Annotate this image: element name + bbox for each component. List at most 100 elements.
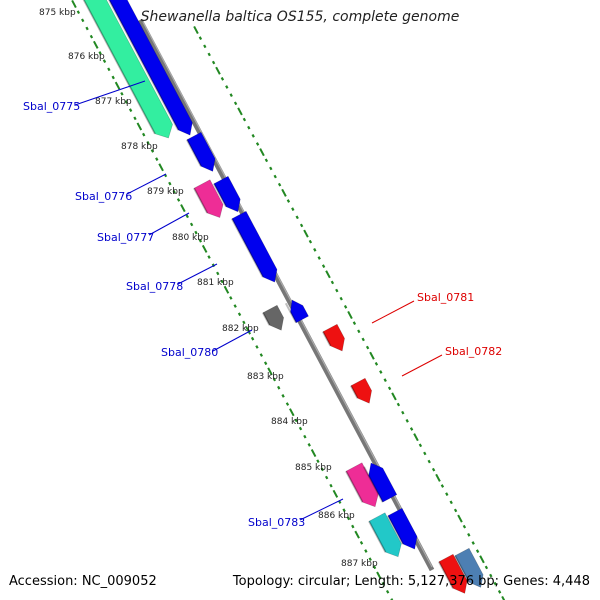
tick-mark bbox=[374, 362, 379, 366]
tick-mark bbox=[352, 321, 357, 325]
tick-mark bbox=[285, 402, 290, 406]
cds-sbal-0777-pink[interactable] bbox=[193, 179, 224, 218]
tick-mark bbox=[457, 514, 463, 523]
kbp-label: 876 kbp bbox=[68, 52, 105, 62]
tick-mark bbox=[493, 581, 497, 586]
cds-sbal-0783-shade bbox=[363, 466, 384, 503]
cds-sbal-0784-shade bbox=[387, 515, 404, 545]
cds-sbal-0783-pink-shade bbox=[345, 470, 364, 503]
tick-mark bbox=[269, 166, 273, 171]
tick-mark bbox=[180, 204, 186, 213]
tick-mark bbox=[479, 555, 485, 564]
gene-label-sbal-0782[interactable]: Sbal_0782 bbox=[445, 345, 502, 358]
tick-mark bbox=[368, 557, 372, 562]
cds-sbal-0776-shade bbox=[186, 139, 202, 167]
tick-mark bbox=[354, 530, 360, 539]
cds-sbal-0780-gray-shade bbox=[262, 312, 271, 326]
tick-mark bbox=[339, 296, 343, 301]
gene-label-sbal-0780[interactable]: Sbal_0780 bbox=[161, 346, 218, 359]
tick-mark bbox=[120, 91, 124, 96]
tick-mark bbox=[453, 508, 458, 513]
cds-sbal-0778[interactable] bbox=[231, 210, 278, 283]
topology-text: Topology: circular; Length: 5,127,376 bp… bbox=[232, 574, 590, 589]
tick-mark bbox=[484, 565, 489, 570]
cds-sbal-0776[interactable] bbox=[186, 131, 216, 172]
tick-mark bbox=[281, 394, 285, 398]
cds-sbal-0785[interactable] bbox=[438, 553, 468, 594]
tick-mark bbox=[114, 81, 121, 90]
tick-mark bbox=[198, 238, 203, 243]
tick-mark bbox=[277, 182, 282, 187]
tick-mark bbox=[361, 337, 365, 342]
accession-text: Accession: NC_009052 bbox=[9, 574, 157, 589]
tick-mark bbox=[207, 52, 211, 57]
tick-mark bbox=[198, 36, 203, 40]
tick-mark bbox=[364, 549, 368, 553]
tick-mark bbox=[267, 367, 273, 376]
cds-sbal-0780-shade bbox=[284, 302, 298, 324]
tick-mark bbox=[255, 142, 260, 146]
cds-sbal-0783[interactable] bbox=[368, 462, 398, 503]
cds-sbal-0775-mint[interactable] bbox=[83, 0, 173, 139]
tick-mark bbox=[298, 426, 303, 431]
tick-mark bbox=[321, 264, 326, 268]
tick-mark bbox=[405, 419, 409, 423]
tick-mark bbox=[332, 489, 339, 498]
tick-mark bbox=[316, 459, 320, 464]
tick-mark bbox=[220, 77, 225, 81]
tick-mark bbox=[76, 10, 81, 15]
cds-sbal-0780-gray[interactable] bbox=[262, 304, 284, 331]
gene-label-sbal-0778[interactable]: Sbal_0778 bbox=[126, 280, 183, 293]
tick-mark bbox=[372, 565, 377, 570]
kbp-label: 882 kbp bbox=[222, 324, 259, 334]
cds-sbal-0775[interactable] bbox=[107, 0, 193, 136]
gene-label-sbal-0781[interactable]: Sbal_0781 bbox=[417, 291, 474, 304]
tick-mark bbox=[172, 189, 176, 194]
tick-mark bbox=[168, 181, 172, 186]
cds-sbal-0782[interactable] bbox=[350, 377, 372, 404]
gene-label-sbal-0783[interactable]: Sbal_0783 bbox=[248, 516, 305, 529]
cds-sbal-0784-cyan-shade bbox=[368, 520, 387, 553]
kbp-label: 887 kbp bbox=[341, 559, 378, 569]
tick-mark bbox=[379, 370, 383, 374]
cds-sbal-0786[interactable] bbox=[454, 547, 484, 588]
kbp-label: 884 kbp bbox=[271, 417, 308, 427]
gene-label-sbal-0777[interactable]: Sbal_0777 bbox=[97, 231, 154, 244]
tick-mark bbox=[423, 451, 427, 456]
cds-sbal-0780[interactable] bbox=[290, 299, 309, 324]
cds-sbal-0781[interactable] bbox=[322, 323, 345, 352]
tick-mark bbox=[357, 329, 361, 334]
tick-mark bbox=[259, 353, 263, 357]
tick-mark bbox=[176, 198, 181, 202]
cds-sbal-0777[interactable] bbox=[213, 175, 241, 213]
gene-label-sbal-0776[interactable]: Sbal_0776 bbox=[75, 190, 132, 203]
tick-mark bbox=[89, 34, 94, 39]
kbp-label: 881 kbp bbox=[197, 278, 234, 288]
tick-mark bbox=[401, 410, 405, 415]
tick-mark bbox=[146, 140, 150, 145]
gene-leader-line bbox=[74, 80, 146, 106]
tick-mark bbox=[286, 199, 291, 203]
kbp-label: 875 kbp bbox=[39, 8, 76, 18]
tick-mark bbox=[501, 595, 506, 600]
cds-sbal-0781-shade bbox=[322, 331, 332, 347]
tick-mark bbox=[215, 66, 221, 75]
tick-mark bbox=[189, 222, 194, 227]
tick-mark bbox=[102, 59, 107, 63]
cds-sbal-0775-mint-shade bbox=[82, 0, 156, 135]
tick-mark bbox=[346, 516, 351, 521]
tick-mark bbox=[142, 132, 146, 137]
cds-sbal-0784[interactable] bbox=[387, 507, 418, 550]
tick-mark bbox=[299, 223, 304, 228]
tick-mark bbox=[294, 418, 298, 423]
tick-mark bbox=[203, 44, 207, 49]
cds-sbal-0785-shade bbox=[438, 561, 454, 589]
kbp-label: 886 kbp bbox=[318, 511, 355, 521]
tick-mark bbox=[255, 345, 259, 349]
gene-leader-line bbox=[401, 354, 443, 377]
gene-label-sbal-0775[interactable]: Sbal_0775 bbox=[23, 100, 80, 113]
cds-sbal-0784-cyan[interactable] bbox=[368, 512, 402, 558]
tick-mark bbox=[324, 475, 329, 480]
